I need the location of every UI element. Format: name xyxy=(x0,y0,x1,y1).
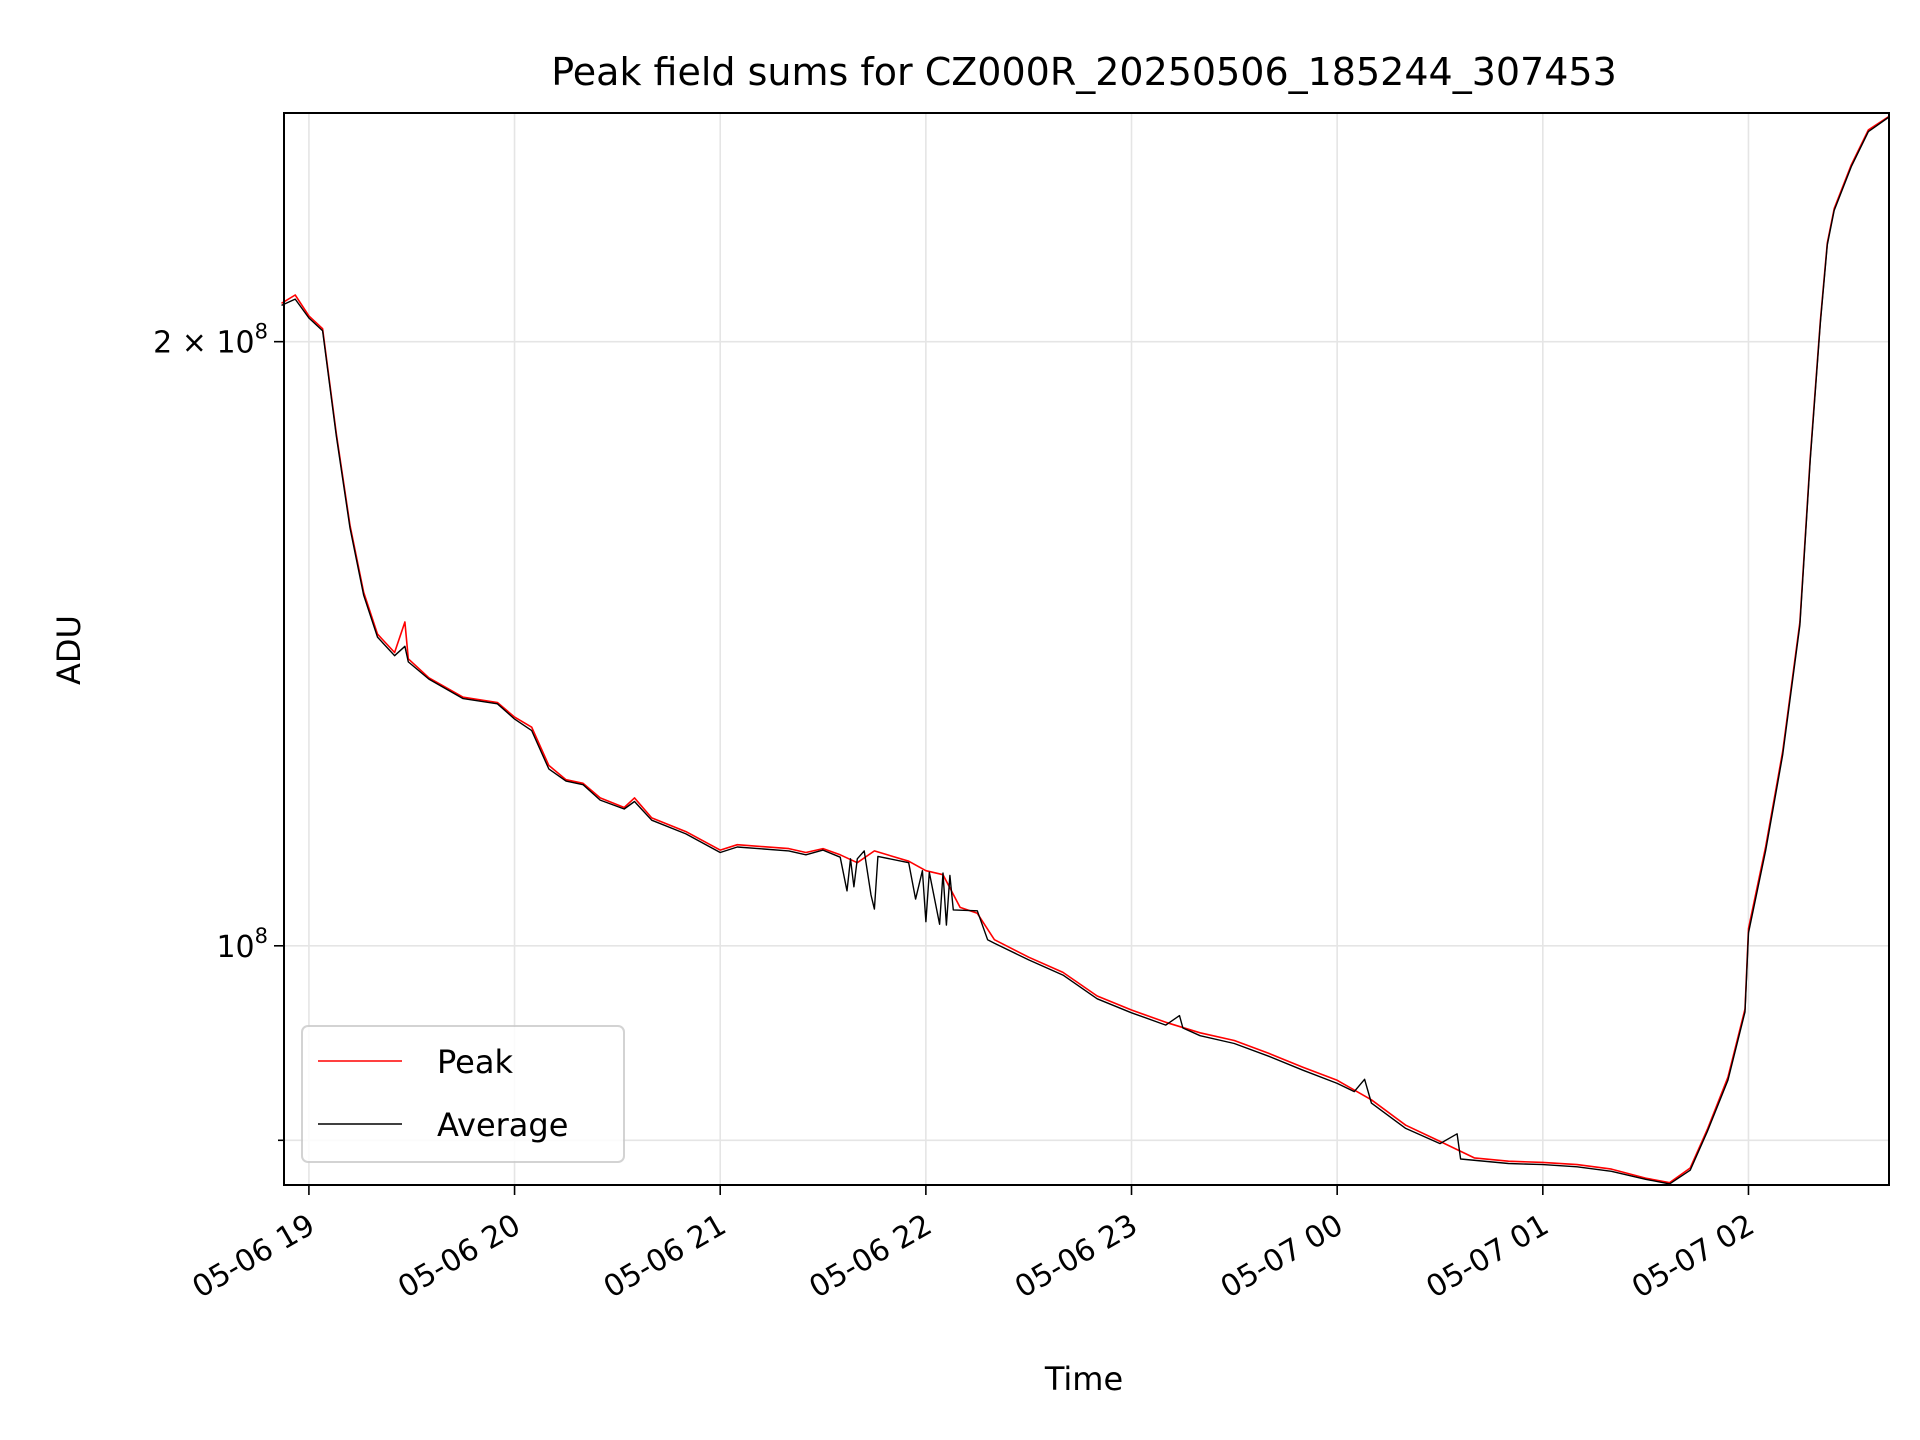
y-tick-label: 108 xyxy=(216,924,268,965)
chart-title: Peak field sums for CZ000R_20250506_1852… xyxy=(551,50,1617,94)
axes-frame xyxy=(283,112,1890,1186)
legend-frame xyxy=(301,1025,625,1163)
legend-label-peak: Peak xyxy=(437,1043,513,1081)
legend-label-average: Average xyxy=(437,1106,568,1144)
series-line-peak xyxy=(281,115,1890,1184)
series-line-average xyxy=(281,116,1890,1185)
y-axis: 2 × 108 108 xyxy=(153,320,284,1142)
grid xyxy=(284,113,1889,1185)
x-axis-label: Time xyxy=(1044,1360,1123,1398)
y-axis-label: ADU xyxy=(50,615,88,685)
plot-area xyxy=(281,115,1890,1185)
legend: Peak Average xyxy=(301,1025,625,1163)
y-tick-label: 2 × 108 xyxy=(153,320,268,361)
